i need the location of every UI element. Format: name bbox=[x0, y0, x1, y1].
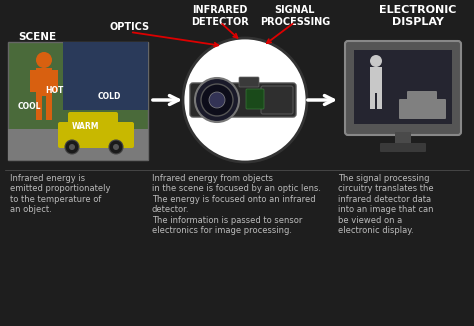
Circle shape bbox=[69, 144, 75, 150]
FancyBboxPatch shape bbox=[36, 96, 42, 120]
Text: The signal processing
circuitry translates the
infrared detector data
into an im: The signal processing circuitry translat… bbox=[338, 174, 434, 235]
FancyBboxPatch shape bbox=[8, 42, 148, 160]
FancyBboxPatch shape bbox=[377, 93, 382, 109]
Circle shape bbox=[113, 144, 119, 150]
Text: INFRARED
DETECTOR: INFRARED DETECTOR bbox=[191, 5, 249, 27]
Circle shape bbox=[201, 84, 233, 116]
FancyBboxPatch shape bbox=[68, 112, 118, 130]
FancyBboxPatch shape bbox=[239, 77, 259, 87]
FancyBboxPatch shape bbox=[190, 83, 296, 117]
Text: SCENE: SCENE bbox=[18, 32, 56, 42]
FancyBboxPatch shape bbox=[58, 122, 134, 148]
Text: ELECTRONIC
DISPLAY: ELECTRONIC DISPLAY bbox=[379, 5, 456, 27]
FancyBboxPatch shape bbox=[354, 50, 452, 124]
Text: COOL: COOL bbox=[18, 102, 42, 111]
FancyBboxPatch shape bbox=[46, 96, 52, 120]
Circle shape bbox=[65, 140, 79, 154]
Circle shape bbox=[370, 55, 382, 67]
Text: Infrared energy from objects
in the scene is focused by an optic lens.
The energ: Infrared energy from objects in the scen… bbox=[152, 174, 321, 235]
Circle shape bbox=[36, 52, 52, 68]
FancyBboxPatch shape bbox=[395, 132, 411, 144]
Text: SIGNAL
PROCESSING: SIGNAL PROCESSING bbox=[260, 5, 330, 27]
Text: Infrared energy is
emitted proportionately
to the temperature of
an object.: Infrared energy is emitted proportionate… bbox=[10, 174, 110, 214]
Circle shape bbox=[195, 78, 239, 122]
Circle shape bbox=[209, 92, 225, 108]
FancyBboxPatch shape bbox=[370, 67, 382, 93]
FancyBboxPatch shape bbox=[52, 70, 58, 92]
Circle shape bbox=[183, 38, 307, 162]
FancyBboxPatch shape bbox=[399, 99, 446, 119]
FancyBboxPatch shape bbox=[380, 143, 426, 152]
Circle shape bbox=[109, 140, 123, 154]
FancyBboxPatch shape bbox=[246, 89, 264, 109]
FancyBboxPatch shape bbox=[407, 91, 437, 105]
FancyBboxPatch shape bbox=[261, 86, 293, 114]
Text: COLD: COLD bbox=[98, 92, 121, 101]
FancyBboxPatch shape bbox=[30, 70, 36, 92]
FancyBboxPatch shape bbox=[370, 93, 375, 109]
FancyBboxPatch shape bbox=[8, 129, 148, 160]
Text: OPTICS: OPTICS bbox=[110, 22, 150, 32]
FancyBboxPatch shape bbox=[345, 41, 461, 135]
FancyBboxPatch shape bbox=[63, 42, 148, 111]
Text: HOT: HOT bbox=[45, 86, 64, 95]
Text: WARM: WARM bbox=[72, 122, 100, 131]
FancyBboxPatch shape bbox=[354, 50, 452, 124]
FancyBboxPatch shape bbox=[36, 68, 52, 96]
